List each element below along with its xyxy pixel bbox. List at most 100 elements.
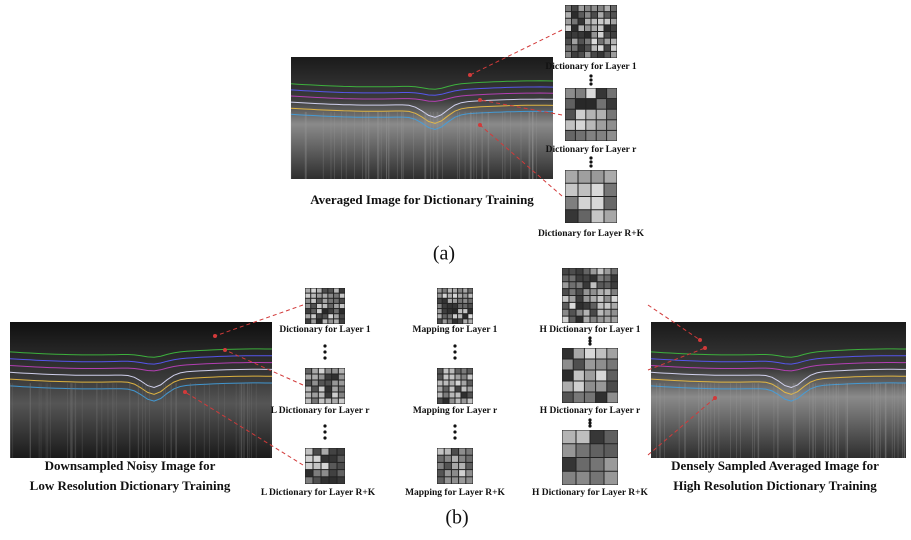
atom	[607, 131, 616, 141]
atom	[611, 25, 617, 31]
atom	[586, 99, 595, 109]
atom	[466, 470, 472, 476]
arrow-head	[468, 73, 472, 77]
atom	[339, 375, 345, 380]
atom	[598, 12, 604, 18]
atom	[306, 294, 311, 298]
atom	[563, 360, 573, 370]
atom	[605, 12, 611, 18]
dictionary-tile	[565, 88, 617, 141]
atom	[563, 371, 573, 381]
atom	[577, 472, 590, 485]
atom	[319, 381, 325, 386]
atom	[314, 456, 321, 462]
atom	[306, 456, 313, 462]
atom	[456, 369, 461, 374]
atom	[330, 477, 337, 483]
atom	[444, 381, 449, 386]
atom	[577, 458, 590, 471]
atom	[577, 431, 590, 444]
ellipsis-dot	[323, 344, 326, 347]
atom	[591, 296, 597, 302]
atom	[579, 12, 585, 18]
atom	[452, 477, 458, 483]
atom	[334, 294, 339, 298]
ellipsis-dot	[323, 350, 326, 353]
ellipsis-dot	[323, 430, 326, 433]
atom	[332, 387, 338, 392]
atom	[605, 458, 618, 471]
atom	[605, 296, 611, 302]
atom	[312, 399, 318, 404]
atom	[605, 310, 611, 316]
atom	[572, 45, 578, 51]
atom	[438, 381, 443, 386]
atom	[450, 393, 455, 398]
atom	[311, 309, 316, 313]
panel-label: (b)	[445, 507, 468, 529]
atom	[458, 299, 462, 303]
atom	[462, 393, 467, 398]
atom	[563, 275, 569, 281]
atom	[334, 304, 339, 308]
atom	[598, 269, 604, 275]
atom	[563, 303, 569, 309]
atom	[468, 309, 472, 313]
atom	[438, 449, 444, 455]
atom	[585, 12, 591, 18]
atom	[572, 19, 578, 25]
atom	[563, 349, 573, 359]
oct-background	[291, 57, 553, 179]
atom	[563, 296, 569, 302]
atom	[572, 25, 578, 31]
atom	[607, 382, 617, 392]
atom	[577, 269, 583, 275]
atom	[598, 296, 604, 302]
atom	[448, 309, 452, 313]
atom	[438, 399, 443, 404]
atom	[453, 299, 457, 303]
atom	[317, 299, 322, 303]
atom	[452, 449, 458, 455]
atom	[579, 52, 585, 58]
left-caption: Downsampled Noisy Image for	[45, 458, 216, 473]
atom	[311, 319, 316, 323]
atom	[563, 431, 576, 444]
atom	[584, 296, 590, 302]
atom	[338, 456, 345, 462]
atom	[563, 444, 576, 457]
atom	[468, 381, 473, 386]
atom	[577, 296, 583, 302]
atom	[585, 360, 595, 370]
atom	[340, 314, 345, 318]
atom	[438, 463, 444, 469]
ellipsis-dot	[453, 436, 456, 439]
atom	[463, 309, 467, 313]
atom	[605, 52, 611, 58]
atom	[566, 131, 575, 141]
atom	[579, 25, 585, 31]
atom	[326, 387, 332, 392]
atom	[332, 375, 338, 380]
atom	[597, 110, 606, 120]
atom	[462, 381, 467, 386]
atom	[323, 289, 328, 293]
atom	[585, 19, 591, 25]
atom	[323, 309, 328, 313]
atom	[328, 294, 333, 298]
atom	[591, 303, 597, 309]
atom	[586, 110, 595, 120]
atom	[611, 39, 617, 45]
atom	[438, 299, 442, 303]
atom	[605, 282, 611, 288]
atom	[585, 371, 595, 381]
atom	[605, 184, 617, 196]
atom	[314, 463, 321, 469]
ellipsis-dot	[323, 424, 326, 427]
atom	[591, 472, 604, 485]
atom	[338, 463, 345, 469]
atom	[328, 289, 333, 293]
atom	[445, 470, 451, 476]
atom	[466, 449, 472, 455]
atom	[585, 39, 591, 45]
